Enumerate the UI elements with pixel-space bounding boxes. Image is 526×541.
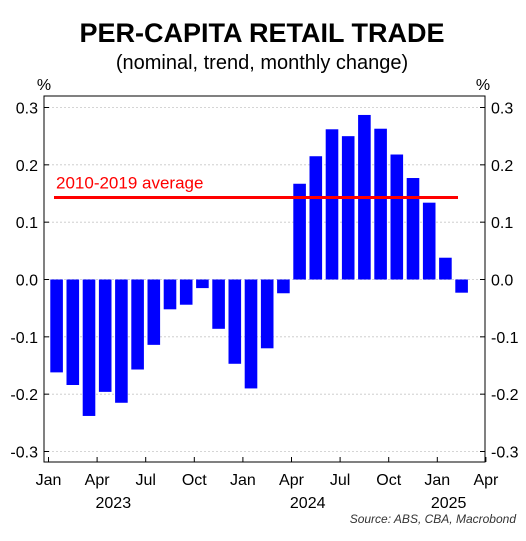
bar [115, 279, 128, 403]
bar [82, 279, 96, 416]
bar [196, 279, 209, 289]
y-unit-right: % [476, 77, 490, 94]
bar [131, 279, 144, 370]
x-tick-label: Jan [230, 472, 256, 489]
bar [406, 178, 420, 280]
x-tick-label: Apr [85, 472, 111, 489]
bars [50, 114, 468, 416]
reference-line-group: 2010-2019 average [54, 174, 458, 200]
y-tick-label-left: -0.1 [10, 330, 38, 347]
y-tick-label-left: 0.1 [16, 215, 38, 232]
bar [277, 279, 290, 294]
y-tick-label-right: -0.1 [491, 330, 519, 347]
y-tick-label-right: 0.3 [491, 101, 513, 118]
x-tick-label: Oct [182, 472, 207, 489]
bar [422, 202, 436, 280]
bar [390, 154, 404, 280]
y-tick-label-left: -0.2 [10, 387, 38, 404]
x-tick-label: Apr [473, 472, 499, 489]
bar [163, 279, 177, 310]
bar [439, 257, 452, 280]
chart-subtitle: (nominal, trend, monthly change) [116, 52, 408, 74]
bar [309, 156, 323, 280]
chart-title: PER-CAPITA RETAIL TRADE [79, 18, 444, 48]
reference-line-label: 2010-2019 average [56, 174, 203, 193]
source-note: Source: ABS, CBA, Macrobond [350, 512, 517, 526]
x-tick-label: Jan [424, 472, 450, 489]
x-axis-ticks: Jan Apr Jul Oct Jan Apr Jul Oct Jan Apr 2023 2024 20… [36, 457, 499, 512]
bar [260, 279, 274, 349]
x-tick-label: Jul [135, 472, 155, 489]
bar [147, 279, 161, 345]
x-tick-label: Apr [279, 472, 305, 489]
bar [325, 129, 339, 280]
y-tick-label-left: 0.3 [16, 101, 38, 118]
y-tick-label-right: 0.2 [491, 158, 513, 175]
y-tick-label-left: -0.3 [10, 445, 38, 462]
x-tick-label: Jul [330, 472, 350, 489]
x-year-label: 2025 [431, 495, 467, 512]
bar [293, 183, 306, 280]
x-year-label: 2024 [290, 495, 326, 512]
bar [228, 279, 242, 364]
y-unit-left: % [37, 77, 51, 94]
bar [179, 279, 193, 305]
x-tick-label: Oct [376, 472, 401, 489]
bar [374, 128, 387, 280]
bar [244, 279, 258, 389]
bar [341, 136, 355, 280]
x-tick-label: Jan [36, 472, 62, 489]
y-tick-label-left: 0.2 [16, 158, 38, 175]
x-year-label: 2023 [96, 495, 132, 512]
y-axis-ticks: 0.3 0.3 0.2 0.2 0.1 0.1 0.0 0.0 -0.1 -0.1 -0.2 -0.2… [10, 101, 518, 462]
bar [212, 279, 225, 329]
y-tick-label-right: -0.2 [491, 387, 519, 404]
y-tick-label-left: 0.0 [16, 273, 38, 290]
bar [98, 279, 112, 392]
bar [66, 279, 80, 385]
y-tick-label-right: 0.0 [491, 273, 513, 290]
bar [455, 279, 468, 293]
bar [50, 279, 63, 373]
y-tick-label-right: -0.3 [491, 445, 519, 462]
y-tick-label-right: 0.1 [491, 215, 513, 232]
